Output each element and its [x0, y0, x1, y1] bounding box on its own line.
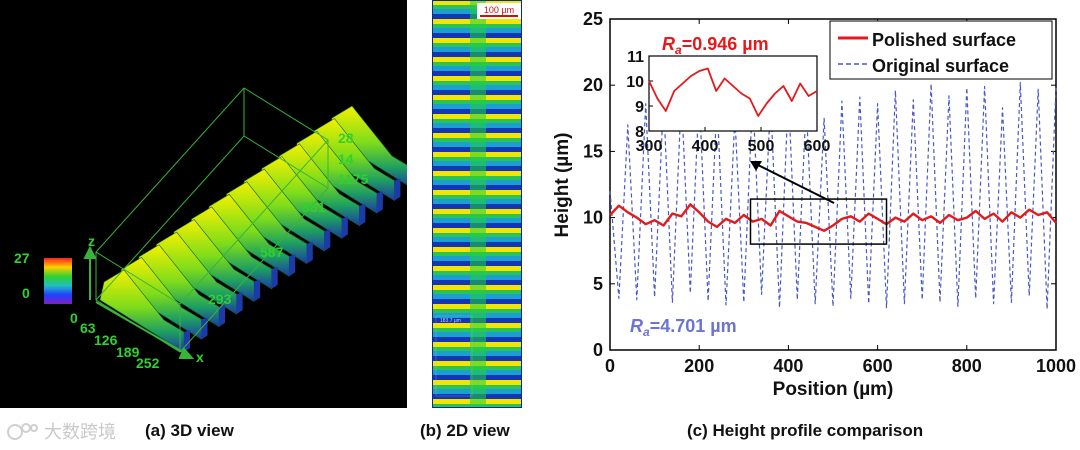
inset-x-tick-label: 300 [636, 138, 663, 155]
faint-measure-label: 183.7 µm [440, 318, 461, 324]
caption-c: (c) Height profile comparison [687, 421, 924, 440]
ra-polished-subscript: a [675, 43, 682, 57]
legend-box [829, 20, 1053, 80]
x-axis-label: x [196, 349, 204, 365]
surface-2d-map: 100 µm 183.7 µm [432, 0, 522, 408]
inset-series-line [648, 67, 818, 117]
ridge-side [254, 279, 261, 302]
inset-chart: 8 9 10 11 300 400 500 600 [626, 49, 830, 155]
y-tick-label: 5 [593, 274, 603, 294]
center-band [470, 0, 486, 408]
ridge-side [376, 191, 383, 214]
y-tick-label: 0 [593, 340, 603, 360]
z-tick: 28 [338, 130, 354, 146]
ridge-side [394, 178, 401, 201]
series-line-polished [609, 203, 1057, 232]
legend: Polished surface Original surface [829, 20, 1053, 80]
ridge-side [271, 266, 278, 289]
x-tick-label: 800 [952, 356, 982, 376]
legend-original-label: Original surface [872, 56, 1009, 76]
y-tick-label: 25 [583, 9, 603, 29]
x-tick: 189 [116, 344, 140, 360]
inset-frame [648, 55, 818, 132]
y-tick-label: 15 [583, 141, 603, 161]
x-tick-label: 200 [684, 356, 714, 376]
ra-original-value: =4.701 µm [650, 316, 737, 336]
ra-polished-annotation: Ra=0.946 µm [662, 34, 769, 57]
surface-ridges [99, 105, 418, 353]
z-tick: 14 [338, 151, 354, 167]
inset-y-tick-label: 9 [635, 99, 644, 116]
axis-arrows [83, 245, 195, 359]
caption-a: (a) 3D view [145, 421, 234, 440]
x-tick: 63 [80, 320, 96, 336]
surface-3d-plot: z x 27 0 0 63 126 189 252 293 587 881 11… [14, 87, 418, 371]
ridge-side [359, 203, 366, 226]
x-tick-label: 600 [863, 356, 893, 376]
y-axis-label: Height (µm) [552, 133, 573, 238]
panel-2d-view: 100 µm 183.7 µm [432, 0, 522, 408]
ridge-side [219, 304, 226, 327]
scale-bar-label: 100 µm [484, 5, 514, 15]
y-tick-label: 10 [583, 208, 603, 228]
zoom-arrow [750, 161, 835, 204]
ra-original-annotation: Ra=4.701 µm [630, 316, 737, 339]
plot-frame [609, 18, 1057, 351]
colorbar-min-label: 0 [22, 285, 30, 301]
ridge-side [341, 216, 348, 239]
ridge-side [306, 241, 313, 264]
watermark-logo-icon [7, 423, 38, 440]
x-tick: 252 [136, 355, 160, 371]
caption-b: (b) 2D view [420, 421, 510, 440]
legend-polished-label: Polished surface [872, 30, 1016, 50]
inset-x-tick-label: 600 [804, 138, 831, 155]
stripe-pattern [432, 0, 522, 408]
inset-y-tick-label: 11 [627, 49, 644, 66]
watermark-text: 大数跨境 [44, 422, 116, 442]
inset-y-tick-label: 8 [635, 124, 644, 141]
colorbar [44, 258, 72, 304]
inset-y-tick-label: 10 [626, 74, 644, 91]
y-tick: 1175 [338, 171, 369, 187]
series-line-original [609, 82, 1057, 310]
zoom-box [749, 198, 888, 245]
x-tick-label: 0 [605, 356, 615, 376]
z-axis-label: z [88, 233, 95, 249]
x-tick-label: 400 [773, 356, 803, 376]
x-tick: 0 [70, 310, 78, 326]
x-tick: 126 [94, 332, 118, 348]
colorbar-max-label: 27 [14, 250, 30, 266]
y-tick: 881 [302, 199, 326, 215]
inset-x-tick-label: 400 [692, 138, 719, 155]
y-tick-label: 20 [583, 75, 603, 95]
panel-height-profile: 0 5 10 15 20 25 0 200 400 600 800 1000 8 9 10 11 300 40… [540, 0, 1080, 410]
x-tick-label: 1000 [1036, 356, 1076, 376]
ra-polished-value: =0.946 µm [682, 34, 769, 54]
y-tick: 587 [260, 244, 284, 260]
y-tick: 293 [208, 291, 232, 307]
x-axis-label: Position (µm) [773, 379, 894, 400]
ra-polished-symbol: R [662, 34, 675, 54]
watermark: 大数跨境 [6, 418, 116, 444]
inset-x-tick-label: 500 [748, 138, 775, 155]
height-profile-chart: 0 5 10 15 20 25 0 200 400 600 800 1000 8 9 10 11 300 40… [552, 9, 1076, 400]
ra-original-subscript: a [643, 325, 650, 339]
ridge-side [289, 254, 296, 277]
ridge-side [324, 229, 331, 252]
panel-3d-view: z x 27 0 0 63 126 189 252 293 587 881 11… [0, 0, 418, 408]
ra-original-symbol: R [630, 316, 643, 336]
ridge-side [201, 317, 208, 340]
ridge-side [236, 292, 243, 315]
